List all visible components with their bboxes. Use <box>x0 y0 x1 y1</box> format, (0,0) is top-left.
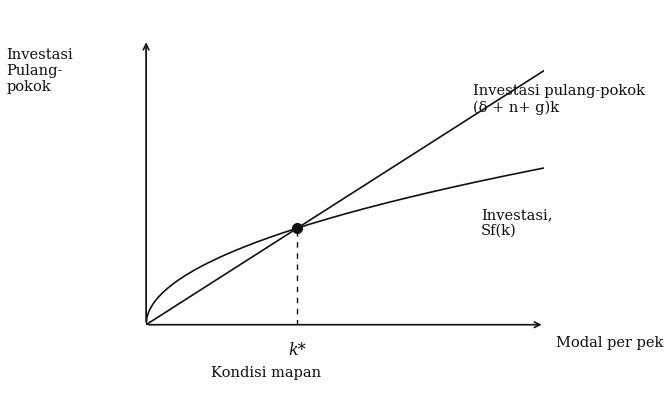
Text: Investasi,
Sf(k): Investasi, Sf(k) <box>481 208 552 238</box>
Text: Investasi pulang-pokok
(δ + n+ g)k: Investasi pulang-pokok (δ + n+ g)k <box>473 84 645 115</box>
Text: Kondisi mapan: Kondisi mapan <box>210 366 321 380</box>
Text: Investasi
Pulang-
pokok: Investasi Pulang- pokok <box>7 48 74 94</box>
Text: k*: k* <box>289 342 306 359</box>
Text: Modal per pekerja, k: Modal per pekerja, k <box>556 336 664 350</box>
